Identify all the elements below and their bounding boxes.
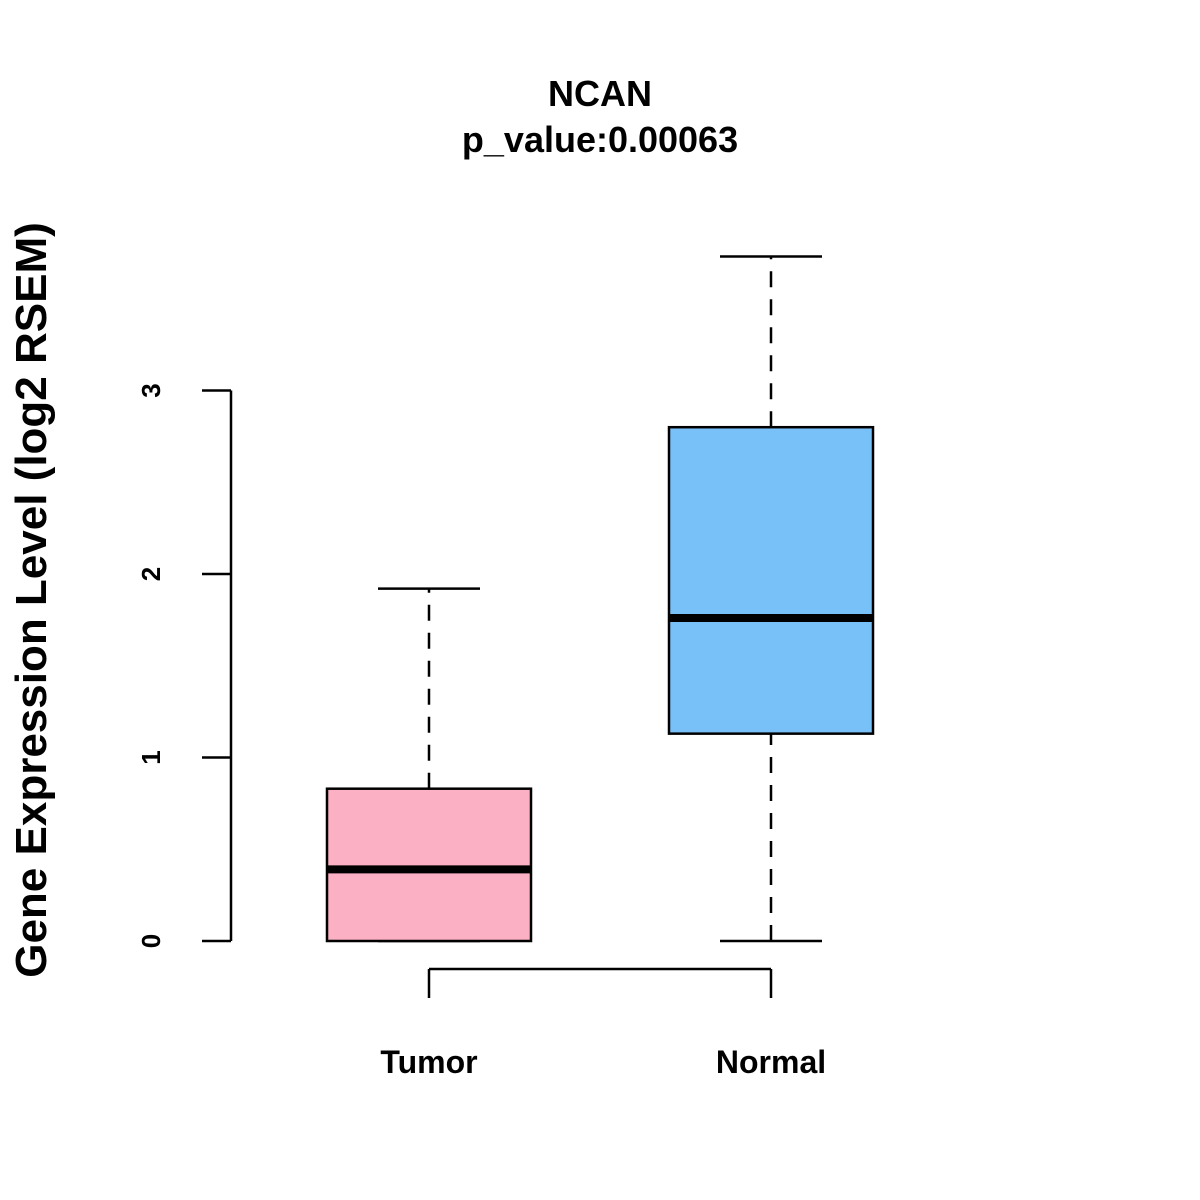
y-axis-label: Gene Expression Level (log2 RSEM) <box>7 222 56 978</box>
x-axis: Tumor Normal <box>380 967 826 1080</box>
y-tick-label-1: 1 <box>136 750 166 764</box>
boxes <box>325 255 875 943</box>
y-tick-label-0: 0 <box>136 934 166 948</box>
x-label-tumor: Tumor <box>380 1044 477 1080</box>
tumor-box <box>325 787 533 943</box>
chart-subtitle: p_value:0.00063 <box>462 119 738 160</box>
normal-box <box>667 425 875 735</box>
chart-title: NCAN <box>548 73 652 114</box>
y-axis: 0 1 2 3 <box>136 383 233 948</box>
y-tick-label-3: 3 <box>136 383 166 397</box>
x-label-normal: Normal <box>716 1044 826 1080</box>
y-tick-label-2: 2 <box>136 567 166 581</box>
